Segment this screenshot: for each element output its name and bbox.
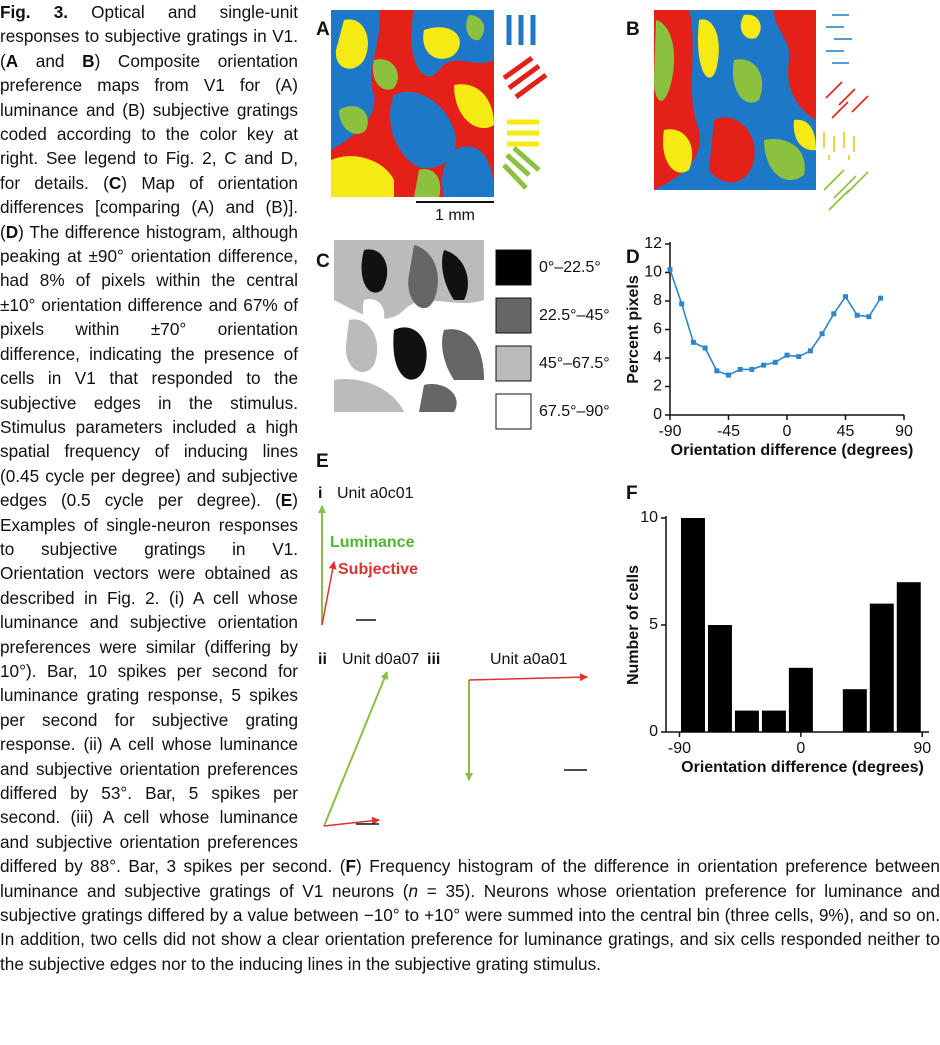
figure-svg: A B C D E F <box>304 0 940 846</box>
x-tick-label: -90 <box>668 740 691 757</box>
unit-label: Unit a0a01 <box>490 651 567 668</box>
histogram-bar <box>789 668 813 732</box>
histogram-bar <box>870 604 894 732</box>
caption-run: F <box>345 856 356 876</box>
y-tick-label: 2 <box>653 378 662 395</box>
legend-label: 45°–67.5° <box>539 355 610 372</box>
data-point <box>855 313 860 318</box>
data-point <box>820 331 825 336</box>
luminance-label: Luminance <box>330 534 415 551</box>
unit-label: Unit d0a07 <box>342 651 419 668</box>
caption-run: D <box>6 222 18 242</box>
x-tick-label: 90 <box>895 423 913 440</box>
subjective-label: Subjective <box>338 561 418 578</box>
caption-run: ) The difference histogram, although pea… <box>0 222 298 510</box>
y-tick-label: 10 <box>640 509 658 526</box>
color-key-b <box>824 15 868 210</box>
y-tick-label: 5 <box>649 616 658 633</box>
y-tick-label: 4 <box>653 349 662 366</box>
caption-run: B <box>82 51 94 71</box>
legend-swatch <box>496 298 531 333</box>
y-tick-label: 6 <box>653 321 662 338</box>
x-tick-label: -45 <box>717 423 740 440</box>
figure-page: A B C D E F <box>0 0 940 1045</box>
unit-label: Unit a0c01 <box>337 485 414 502</box>
histogram-bar <box>681 518 705 732</box>
panel-label: C <box>316 251 330 272</box>
legend-label: 0°–22.5° <box>539 259 601 276</box>
subjective-vector <box>324 820 379 826</box>
data-point <box>773 360 778 365</box>
panel-label: A <box>316 19 330 40</box>
color-key-a <box>504 15 546 188</box>
y-axis-title: Number of cells <box>625 565 642 685</box>
x-tick-label: 0 <box>783 423 792 440</box>
data-point <box>726 373 731 378</box>
y-tick-label: 10 <box>644 264 662 281</box>
orientation-map-b <box>654 10 816 190</box>
data-point <box>761 363 766 368</box>
y-tick-label: 0 <box>649 723 658 740</box>
caption-run: ) Examples of single-neuron responses to… <box>0 490 345 876</box>
luminance-vector <box>324 672 387 826</box>
y-tick-label: 12 <box>644 235 662 252</box>
data-point <box>714 368 719 373</box>
data-point <box>808 348 813 353</box>
histogram-bar <box>843 689 867 732</box>
figure-panels: A B C D E F <box>304 0 940 846</box>
data-point <box>796 354 801 359</box>
caption-run: C <box>109 173 121 193</box>
caption-run: A <box>6 51 18 71</box>
subpanel-label: ii <box>318 651 327 668</box>
data-point <box>749 367 754 372</box>
subpanel-label: iii <box>427 651 440 668</box>
legend-label: 22.5°–45° <box>539 307 610 324</box>
data-point <box>703 346 708 351</box>
y-tick-label: 8 <box>653 292 662 309</box>
x-tick-label: 45 <box>837 423 855 440</box>
data-point <box>668 267 673 272</box>
data-point <box>738 367 743 372</box>
caption-run: ) Composite orientation preference maps … <box>0 51 298 193</box>
data-line <box>670 270 881 375</box>
legend-swatch <box>496 250 531 285</box>
y-tick-label: 0 <box>653 406 662 423</box>
x-axis-title: Orientation difference (degrees) <box>671 442 914 459</box>
subjective-vector <box>469 677 587 680</box>
data-point <box>843 294 848 299</box>
histogram-bar <box>708 625 732 732</box>
legend-label: 67.5°–90° <box>539 403 610 420</box>
panel-label: E <box>316 451 329 472</box>
histogram-bar <box>897 582 921 732</box>
orientation-map-a <box>331 10 494 197</box>
caption-run: and <box>18 51 82 71</box>
x-tick-label: 0 <box>796 740 805 757</box>
caption-run: E <box>281 490 292 510</box>
x-tick-label: -90 <box>658 423 681 440</box>
scale-bar-label: 1 mm <box>435 207 475 224</box>
legend-swatch <box>496 394 531 429</box>
subjective-vector <box>322 562 334 625</box>
difference-map-c <box>329 240 484 412</box>
y-axis-title: Percent pixels <box>625 275 642 384</box>
panel-label: B <box>626 19 640 40</box>
data-point <box>691 340 696 345</box>
data-point <box>878 296 883 301</box>
panel-label: D <box>626 247 640 268</box>
legend-swatch <box>496 346 531 381</box>
x-axis-title: Orientation difference (degrees) <box>681 759 924 776</box>
data-point <box>831 311 836 316</box>
histogram-bar <box>735 711 759 732</box>
panel-label: F <box>626 483 638 504</box>
data-point <box>785 353 790 358</box>
caption-run: n <box>409 881 419 901</box>
data-point <box>866 314 871 319</box>
caption-run: Fig. 3. <box>0 2 68 22</box>
histogram-bar <box>762 711 786 732</box>
data-point <box>679 301 684 306</box>
subpanel-label: i <box>318 485 322 502</box>
x-tick-label: 90 <box>913 740 931 757</box>
